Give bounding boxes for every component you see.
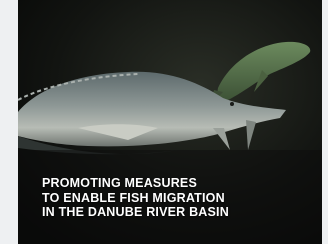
photo-card: PROMOTING MEASURES TO ENABLE FISH MIGRAT… xyxy=(18,0,322,244)
caption-line: PROMOTING MEASURES xyxy=(42,176,229,191)
page: PROMOTING MEASURES TO ENABLE FISH MIGRAT… xyxy=(0,0,328,244)
caption-line: TO ENABLE FISH MIGRATION xyxy=(42,191,229,206)
caption: PROMOTING MEASURES TO ENABLE FISH MIGRAT… xyxy=(42,176,229,220)
caption-line: IN THE DANUBE RIVER BASIN xyxy=(42,205,229,220)
